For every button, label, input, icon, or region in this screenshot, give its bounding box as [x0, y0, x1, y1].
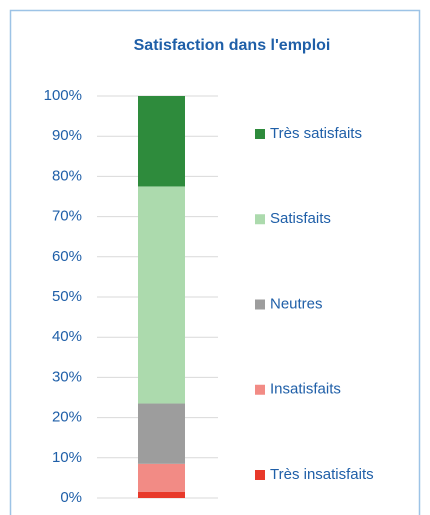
legend-label: Très insatisfaits	[270, 466, 374, 483]
legend-swatch	[255, 299, 265, 310]
chart-title: Satisfaction dans l'emploi	[134, 37, 331, 54]
legend-swatch	[255, 129, 265, 139]
y-tick-label: 100%	[44, 87, 82, 104]
legend-label: Très satisfaits	[270, 125, 362, 142]
legend-label: Neutres	[270, 295, 323, 312]
y-tick-label: 80%	[52, 167, 82, 184]
y-tick-label: 10%	[52, 449, 82, 466]
y-tick-label: 30%	[52, 368, 82, 385]
bar-segment	[138, 186, 185, 404]
legend-label: Satisfaits	[270, 210, 331, 227]
legend-swatch	[255, 384, 265, 395]
bar-segment	[138, 491, 185, 498]
y-tick-label: 0%	[60, 489, 82, 506]
y-tick-label: 60%	[52, 248, 82, 265]
y-tick-label: 90%	[52, 127, 82, 144]
legend-swatch	[255, 214, 265, 225]
chart-frame	[9, 9, 421, 515]
y-tick-label: 50%	[52, 288, 82, 305]
legend-swatch	[255, 470, 265, 480]
bar-segment	[138, 96, 185, 187]
bar-segment	[138, 403, 185, 464]
legend-label: Insatisfaits	[270, 381, 341, 398]
y-tick-label: 40%	[52, 328, 82, 345]
y-tick-label: 70%	[52, 208, 82, 225]
bar-segment	[138, 463, 185, 492]
y-tick-label: 20%	[52, 409, 82, 426]
